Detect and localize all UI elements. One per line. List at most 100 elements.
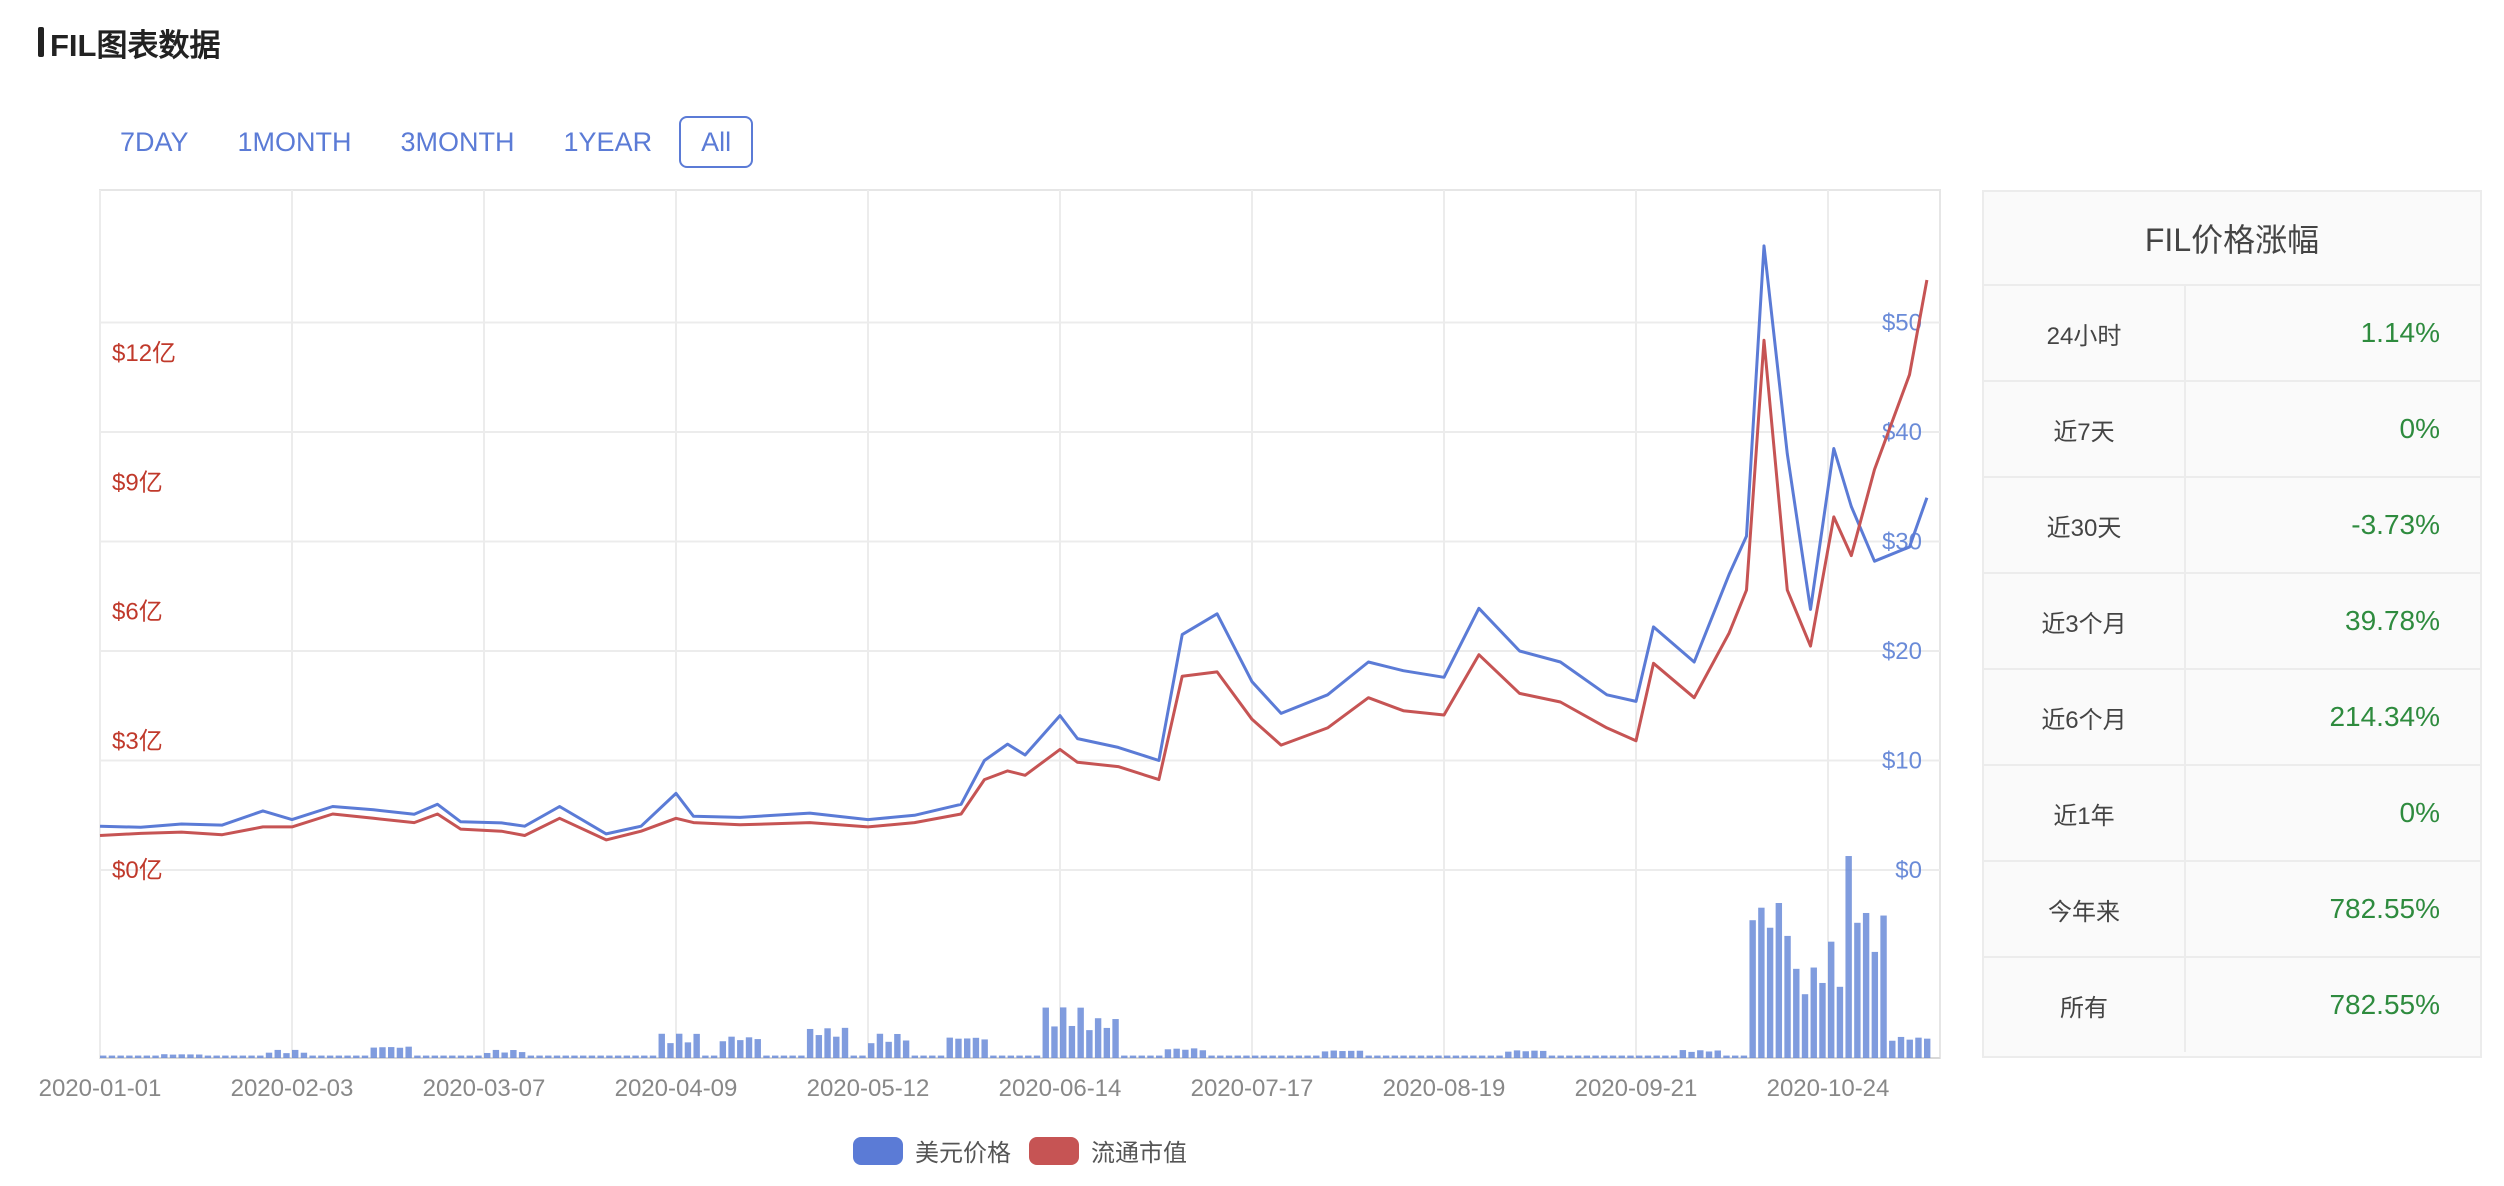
volume-bar — [108, 1055, 116, 1058]
tab-all[interactable]: All — [679, 116, 754, 168]
volume-bar — [1828, 941, 1835, 1058]
volume-bar — [1601, 1055, 1608, 1058]
volume-bar — [946, 1037, 953, 1058]
tab-1month[interactable]: 1MONTH — [237, 127, 352, 157]
change-value: -3.73% — [2351, 509, 2440, 540]
tab-3month[interactable]: 3MONTH — [400, 127, 515, 157]
volume-bar — [1705, 1051, 1713, 1058]
volume-bar — [1033, 1055, 1041, 1058]
volume-bar — [1854, 922, 1861, 1058]
panel-title: FIL价格涨幅 — [1984, 192, 2480, 286]
volume-bar — [204, 1055, 212, 1058]
volume-bar — [763, 1055, 770, 1058]
change-row: 24小时 1.14% — [1984, 286, 2480, 382]
volume-bar — [667, 1043, 674, 1058]
change-label: 近7天 — [1984, 382, 2186, 476]
volume-bar — [1522, 1051, 1529, 1058]
volume-bar — [859, 1055, 866, 1058]
volume-bar — [388, 1047, 395, 1058]
volume-bar — [475, 1055, 482, 1058]
volume-bar — [964, 1038, 971, 1058]
volume-bar — [955, 1038, 962, 1058]
volume-bar — [1889, 1040, 1896, 1058]
volume-bar — [379, 1047, 386, 1058]
volume-bar — [326, 1055, 334, 1058]
volume-bar — [536, 1055, 543, 1058]
volume-bar — [1348, 1050, 1355, 1058]
volume-bar — [719, 1041, 727, 1058]
volume-bar — [1365, 1055, 1372, 1058]
change-label: 近1年 — [1984, 766, 2186, 860]
volume-bar — [1862, 912, 1870, 1058]
volume-bar — [1190, 1048, 1198, 1058]
volume-bar — [527, 1055, 535, 1058]
volume-bar — [1409, 1055, 1416, 1058]
tab-7day[interactable]: 7DAY — [120, 127, 189, 157]
page-title: FIL图表数据 — [50, 27, 221, 63]
volume-bar — [929, 1055, 936, 1058]
price-change-panel: FIL价格涨幅 24小时 1.14% 近7天 0% 近30天 -3.73% 近3个月 3… — [1982, 190, 2482, 1058]
volume-bar — [466, 1055, 473, 1058]
volume-bar — [1915, 1037, 1922, 1058]
volume-bar — [641, 1055, 648, 1058]
volume-bar — [414, 1055, 421, 1058]
volume-bar — [1478, 1055, 1486, 1058]
volume-bar — [684, 1042, 692, 1058]
volume-bar — [553, 1055, 561, 1058]
volume-bar — [518, 1052, 526, 1058]
volume-bar — [806, 1028, 814, 1058]
volume-bar — [1417, 1055, 1425, 1058]
volume-bar — [1243, 1055, 1250, 1058]
volume-bar — [614, 1055, 622, 1058]
volume-bar — [606, 1055, 613, 1058]
x-tick-label: 2020-05-12 — [807, 1075, 930, 1102]
price-line — [99, 244, 1929, 836]
volume-bar — [1391, 1055, 1399, 1058]
y-right-tick-label: $20 — [1882, 638, 1922, 665]
volume-bar — [1217, 1055, 1224, 1058]
volume-bar — [1295, 1055, 1303, 1058]
volume-bar — [1269, 1055, 1276, 1058]
volume-bar — [1487, 1055, 1495, 1058]
volume-bar — [1252, 1055, 1259, 1058]
volume-bar — [440, 1055, 447, 1058]
volume-bar — [1164, 1049, 1172, 1058]
change-value: 214.34% — [2329, 701, 2440, 732]
volume-bar — [161, 1054, 168, 1058]
volume-bar — [457, 1055, 465, 1058]
volume-bar — [1732, 1055, 1739, 1058]
volume-bar — [1513, 1050, 1521, 1058]
tab-1year[interactable]: 1YEAR — [563, 127, 653, 157]
legend-item-price[interactable]: 美元价格 — [853, 1133, 1011, 1168]
volume-bar — [1121, 1055, 1128, 1058]
volume-bar — [649, 1055, 657, 1058]
volume-bar — [353, 1055, 360, 1058]
volume-bar — [492, 1049, 500, 1058]
volume-bar — [658, 1033, 665, 1058]
volume-bar — [134, 1055, 142, 1058]
volume-bar — [1583, 1055, 1591, 1058]
volume-bar — [1156, 1055, 1163, 1058]
volume-bar — [1758, 907, 1765, 1058]
volume-bar — [1775, 903, 1783, 1058]
volume-bar — [1173, 1048, 1180, 1058]
volume-bar — [998, 1055, 1006, 1058]
volume-bar — [1007, 1055, 1015, 1058]
legend-item-market-cap[interactable]: 流通市值 — [1029, 1133, 1187, 1168]
volume-bar — [745, 1037, 753, 1058]
volume-bar — [484, 1052, 491, 1058]
volume-bar — [1208, 1055, 1215, 1058]
volume-bar — [1435, 1055, 1442, 1058]
x-tick-label: 2020-04-09 — [615, 1075, 738, 1102]
volume-bar — [693, 1033, 700, 1058]
volume-bar — [239, 1055, 247, 1058]
volume-bar — [1374, 1055, 1381, 1058]
volume-bar — [1278, 1055, 1285, 1058]
volume-bar — [1880, 915, 1887, 1058]
volume-bar — [1051, 1026, 1058, 1058]
volume-bar — [588, 1055, 596, 1058]
header-accent-bar — [38, 27, 44, 57]
volume-bar — [422, 1055, 430, 1058]
volume-bar — [972, 1037, 980, 1058]
volume-bar — [1060, 1007, 1067, 1058]
